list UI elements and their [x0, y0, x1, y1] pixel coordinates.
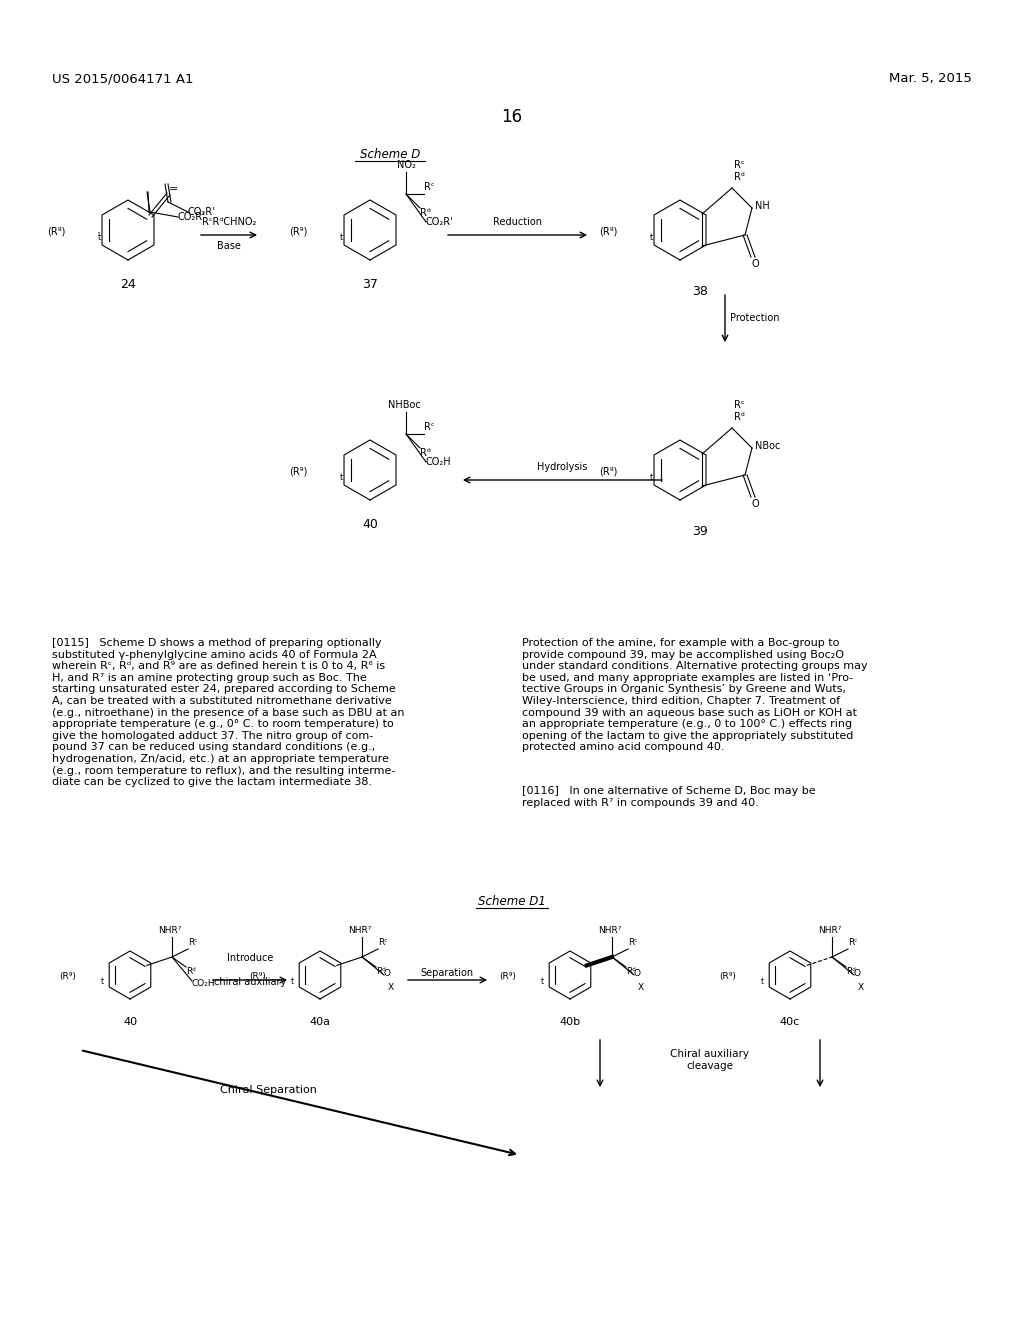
- Text: (R⁹): (R⁹): [59, 973, 76, 982]
- Text: (R⁹): (R⁹): [249, 973, 266, 982]
- Text: Rᵈ: Rᵈ: [420, 209, 431, 218]
- Text: RᶜRᵈCHNO₂: RᶜRᵈCHNO₂: [202, 216, 256, 227]
- Text: X: X: [388, 982, 394, 991]
- Text: NHR⁷: NHR⁷: [818, 927, 842, 935]
- Text: Mar. 5, 2015: Mar. 5, 2015: [889, 73, 972, 84]
- Text: Separation: Separation: [421, 968, 473, 978]
- Text: t: t: [541, 978, 544, 986]
- Text: Rᵈ: Rᵈ: [846, 968, 856, 975]
- Text: Rᵈ: Rᵈ: [734, 412, 744, 422]
- Text: =: =: [169, 183, 178, 194]
- Text: Rᵈ: Rᵈ: [186, 968, 196, 975]
- Text: Rᶜ: Rᶜ: [734, 400, 744, 411]
- Text: NHR⁷: NHR⁷: [598, 927, 622, 935]
- Text: Rᶜ: Rᶜ: [424, 182, 434, 191]
- Text: Scheme D1: Scheme D1: [478, 895, 546, 908]
- Text: 39: 39: [692, 525, 708, 539]
- Text: CO₂R': CO₂R': [178, 213, 206, 222]
- Text: 40b: 40b: [559, 1016, 581, 1027]
- Text: Rᶜ: Rᶜ: [848, 939, 857, 946]
- Text: NBoc: NBoc: [755, 441, 780, 451]
- Text: (R⁹): (R⁹): [290, 227, 308, 238]
- Text: O: O: [384, 969, 391, 978]
- Text: Protection of the amine, for example with a Boc-group to
provide compound 39, ma: Protection of the amine, for example wit…: [522, 638, 867, 752]
- Text: t: t: [98, 234, 101, 243]
- Text: NHR⁷: NHR⁷: [348, 927, 372, 935]
- Text: (R⁹): (R⁹): [600, 227, 618, 238]
- Text: 37: 37: [362, 279, 378, 290]
- Text: [0115]   Scheme D shows a method of preparing optionally
substituted γ-phenylgly: [0115] Scheme D shows a method of prepar…: [52, 638, 404, 787]
- Text: X: X: [638, 982, 644, 991]
- Text: NHR⁷: NHR⁷: [159, 927, 181, 935]
- Text: 40: 40: [123, 1016, 137, 1027]
- Text: 38: 38: [692, 285, 708, 298]
- Text: Protection: Protection: [730, 313, 779, 323]
- Text: CO₂R': CO₂R': [426, 216, 454, 227]
- Text: NO₂: NO₂: [396, 160, 416, 170]
- Text: [0116]   In one alternative of Scheme D, Boc may be
replaced with R⁷ in compound: [0116] In one alternative of Scheme D, B…: [522, 785, 816, 808]
- Text: chiral auxiliary: chiral auxiliary: [214, 977, 286, 987]
- Text: Rᵈ: Rᵈ: [734, 172, 744, 182]
- Text: t: t: [340, 234, 343, 243]
- Text: O: O: [752, 259, 759, 269]
- Text: NHBoc: NHBoc: [388, 400, 421, 411]
- Text: O: O: [854, 969, 861, 978]
- Text: (R⁹): (R⁹): [600, 467, 618, 477]
- Text: X: X: [858, 982, 864, 991]
- Text: t: t: [101, 978, 104, 986]
- Text: t: t: [650, 474, 653, 483]
- Text: 40a: 40a: [309, 1016, 331, 1027]
- Text: Rᶜ: Rᶜ: [188, 939, 198, 946]
- Text: Scheme D: Scheme D: [359, 148, 420, 161]
- Text: 40: 40: [362, 517, 378, 531]
- Text: t: t: [761, 978, 764, 986]
- Text: Rᵈ: Rᵈ: [420, 447, 431, 458]
- Text: CO₂H: CO₂H: [426, 457, 452, 467]
- Text: Chiral auxiliary
cleavage: Chiral auxiliary cleavage: [671, 1049, 750, 1071]
- Text: t: t: [291, 978, 294, 986]
- Text: 24: 24: [120, 279, 136, 290]
- Text: (R⁹): (R⁹): [719, 973, 736, 982]
- Text: Rᵈ: Rᵈ: [626, 968, 636, 975]
- Text: Rᶜ: Rᶜ: [734, 160, 744, 170]
- Text: 40c: 40c: [780, 1016, 800, 1027]
- Text: t: t: [340, 474, 343, 483]
- Text: Base: Base: [217, 242, 241, 251]
- Text: Rᶜ: Rᶜ: [628, 939, 638, 946]
- Text: (R⁹): (R⁹): [290, 467, 308, 477]
- Text: 16: 16: [502, 108, 522, 125]
- Text: (R⁹): (R⁹): [48, 227, 66, 238]
- Text: CO₂R': CO₂R': [188, 207, 216, 216]
- Text: (R⁹): (R⁹): [499, 973, 516, 982]
- Text: Rᵈ: Rᵈ: [376, 968, 386, 975]
- Text: Rᶜ: Rᶜ: [378, 939, 387, 946]
- Text: CO₂H: CO₂H: [193, 978, 216, 987]
- Text: NH: NH: [755, 201, 770, 211]
- Text: O: O: [752, 499, 759, 510]
- Text: Introduce: Introduce: [226, 953, 273, 964]
- Text: O: O: [634, 969, 641, 978]
- Text: t: t: [650, 234, 653, 243]
- Text: Hydrolysis: Hydrolysis: [538, 462, 588, 473]
- Text: Chiral Separation: Chiral Separation: [220, 1085, 316, 1096]
- Text: US 2015/0064171 A1: US 2015/0064171 A1: [52, 73, 194, 84]
- Text: Rᶜ: Rᶜ: [424, 422, 434, 432]
- Text: Reduction: Reduction: [493, 216, 542, 227]
